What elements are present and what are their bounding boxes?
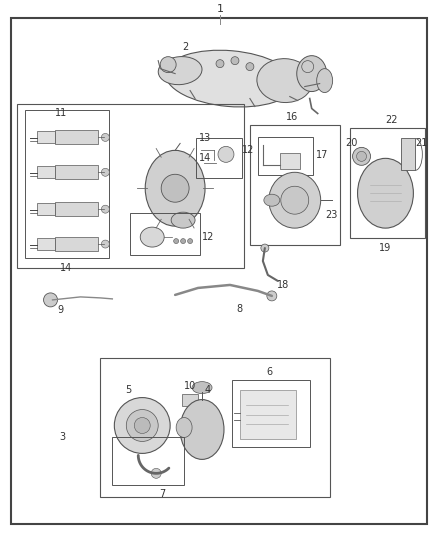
Ellipse shape (140, 227, 164, 247)
Text: 3: 3 (60, 432, 66, 442)
Circle shape (160, 56, 176, 72)
Ellipse shape (176, 417, 192, 438)
Circle shape (353, 148, 371, 165)
Text: 12: 12 (202, 232, 214, 242)
Bar (112, 438, 184, 486)
Circle shape (134, 417, 150, 433)
Text: 19: 19 (379, 243, 392, 253)
Ellipse shape (192, 382, 212, 393)
Circle shape (180, 239, 186, 244)
Text: 10: 10 (184, 381, 196, 391)
Bar (54, 237, 99, 251)
Bar (258, 138, 313, 175)
Bar (37, 132, 54, 143)
Ellipse shape (317, 69, 332, 93)
Bar (232, 379, 310, 447)
Circle shape (161, 174, 189, 202)
Circle shape (246, 63, 254, 71)
Bar (25, 110, 110, 258)
Bar (350, 128, 425, 238)
Text: 14: 14 (60, 263, 73, 273)
Ellipse shape (297, 55, 327, 92)
Text: 13: 13 (199, 133, 211, 143)
Text: 16: 16 (286, 112, 298, 123)
Bar (54, 165, 99, 179)
Text: 9: 9 (57, 305, 64, 315)
Ellipse shape (269, 172, 321, 228)
Bar (240, 390, 296, 439)
Circle shape (231, 56, 239, 64)
Text: 7: 7 (159, 489, 165, 499)
Circle shape (267, 291, 277, 301)
Circle shape (126, 409, 158, 441)
Bar (37, 166, 54, 178)
Text: 17: 17 (315, 150, 328, 160)
Bar (54, 202, 99, 216)
Circle shape (357, 151, 367, 161)
Text: 11: 11 (55, 109, 67, 118)
Circle shape (216, 60, 224, 68)
Bar (37, 203, 54, 215)
Circle shape (302, 61, 314, 72)
Bar (54, 131, 99, 144)
Text: 6: 6 (267, 367, 273, 377)
Ellipse shape (264, 194, 280, 206)
Circle shape (43, 293, 57, 307)
Circle shape (101, 240, 110, 248)
Circle shape (151, 469, 161, 478)
Circle shape (261, 244, 269, 252)
Text: 20: 20 (346, 139, 358, 148)
Text: 4: 4 (205, 385, 211, 394)
Circle shape (101, 205, 110, 213)
Text: 1: 1 (216, 4, 223, 14)
Bar (37, 238, 54, 250)
Bar (196, 139, 242, 178)
Bar (130, 213, 200, 255)
Bar (250, 125, 339, 245)
Bar (401, 139, 415, 171)
Text: 14: 14 (199, 154, 211, 163)
Ellipse shape (180, 400, 224, 459)
Circle shape (114, 398, 170, 454)
Circle shape (101, 168, 110, 176)
Text: 5: 5 (125, 385, 131, 394)
Circle shape (173, 239, 179, 244)
Bar (17, 103, 244, 268)
Bar (182, 393, 198, 406)
Text: 21: 21 (415, 139, 427, 148)
Text: 12: 12 (242, 146, 254, 155)
Ellipse shape (145, 150, 205, 226)
Text: 22: 22 (385, 116, 398, 125)
Circle shape (218, 147, 234, 163)
Circle shape (101, 133, 110, 141)
Ellipse shape (357, 158, 413, 228)
Circle shape (281, 186, 309, 214)
Text: 18: 18 (277, 280, 289, 290)
Ellipse shape (166, 50, 295, 107)
Text: 8: 8 (237, 304, 243, 314)
Text: 2: 2 (182, 42, 188, 52)
Ellipse shape (257, 59, 313, 102)
Bar (100, 358, 330, 497)
Ellipse shape (158, 56, 202, 85)
Bar (280, 154, 300, 169)
Circle shape (187, 239, 193, 244)
Ellipse shape (171, 212, 195, 228)
Text: 23: 23 (325, 210, 338, 220)
